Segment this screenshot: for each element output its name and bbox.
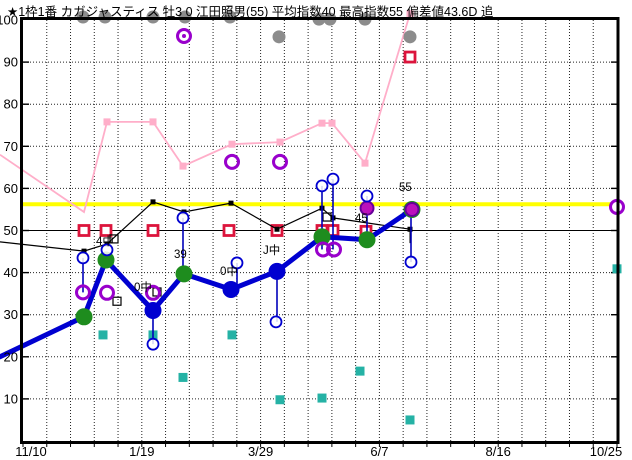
- plot-border: [20, 17, 620, 444]
- svg-text:0中: 0中: [220, 265, 238, 278]
- black-index-series: [0, 199, 413, 254]
- svg-text:90: 90: [4, 55, 18, 70]
- svg-text:6/7: 6/7: [370, 444, 388, 459]
- svg-text:60: 60: [4, 181, 18, 196]
- svg-text:70: 70: [4, 139, 18, 154]
- svg-text:1/19: 1/19: [129, 444, 154, 459]
- svg-text:0中: 0中: [134, 281, 152, 294]
- svg-text:55: 55: [399, 182, 412, 194]
- svg-text:20: 20: [4, 349, 18, 364]
- svg-text:30: 30: [4, 307, 18, 322]
- svg-text:10/25: 10/25: [590, 444, 623, 459]
- pink-index-series: [0, 10, 414, 214]
- x-axis-labels: 11/10 1/19 3/29 6/7 8/16 10/25: [15, 444, 622, 459]
- svg-text:10: 10: [4, 391, 18, 406]
- svg-text:J中: J中: [263, 244, 280, 257]
- purple-target-circle: [176, 27, 192, 44]
- grid: [22, 20, 618, 447]
- y-axis-labels: 100 90 80 70 60 50 40 30 20 10: [0, 13, 18, 407]
- svg-text:8/16: 8/16: [486, 444, 511, 459]
- chart-title: ★1枠1番 カガジャスティス 牡3 0 江田照男(55) 平均指数40 最高指数…: [7, 5, 494, 19]
- svg-text:4中: 4中: [96, 235, 114, 248]
- svg-text:50: 50: [4, 223, 18, 238]
- magenta-filled-circles: [359, 200, 420, 217]
- teal-squares: [98, 264, 622, 425]
- blue-open-circles: [76, 172, 418, 351]
- svg-text:3/29: 3/29: [248, 444, 273, 459]
- svg-text:100: 100: [0, 13, 18, 28]
- point-labels: 4中 0中 39 0中 J中 45 55: [96, 182, 412, 294]
- svg-text:40: 40: [4, 265, 18, 280]
- svg-text:11/10: 11/10: [15, 444, 47, 459]
- svg-text:39: 39: [174, 249, 187, 261]
- svg-text:80: 80: [4, 97, 18, 112]
- svg-text:45: 45: [355, 213, 368, 225]
